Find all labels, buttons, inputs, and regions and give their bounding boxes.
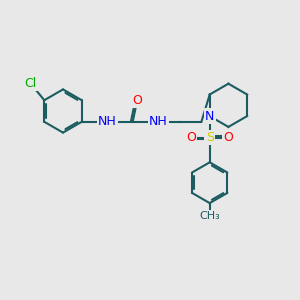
Text: O: O [224,131,233,144]
Text: NH: NH [149,115,168,128]
Text: O: O [186,131,196,144]
Text: NH: NH [98,115,117,128]
Text: S: S [206,131,214,144]
Text: CH₃: CH₃ [199,211,220,221]
Text: Cl: Cl [25,77,37,90]
Text: N: N [205,110,214,123]
Text: O: O [132,94,142,107]
